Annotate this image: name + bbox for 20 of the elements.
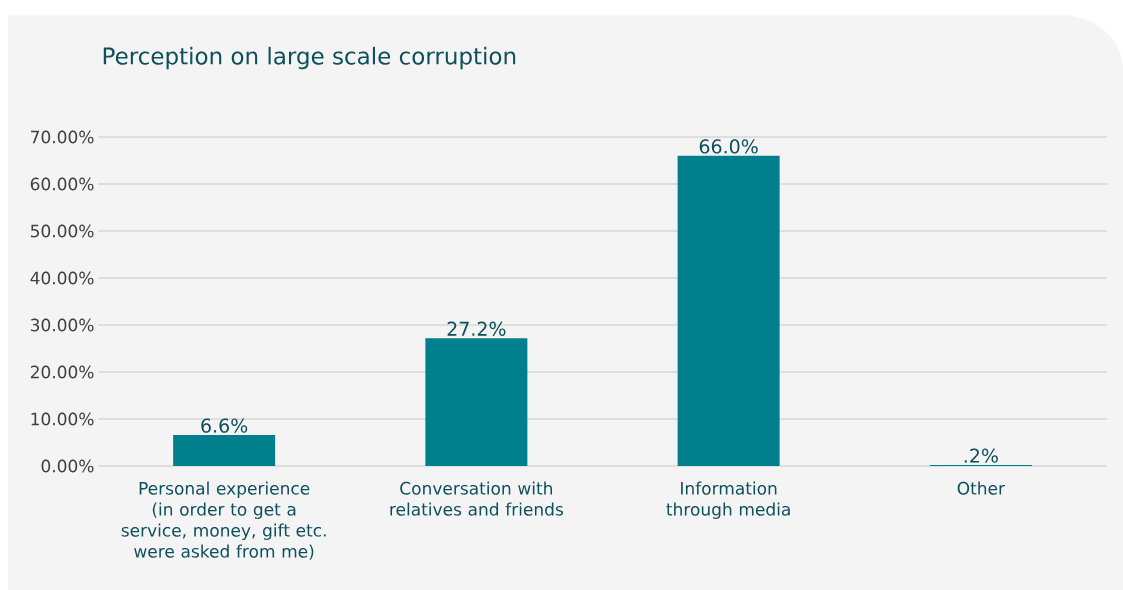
data-label: 66.0% — [699, 139, 758, 154]
bar — [173, 434, 276, 466]
y-tick-label: 40.00% — [30, 271, 94, 285]
data-label: 6.6% — [201, 418, 248, 433]
x-tick-label: Other — [957, 481, 1005, 495]
x-tick-label: Personal experience (in order to get a service, money, gift etc. were asked from me) — [121, 481, 326, 560]
y-tick-label: 70.00% — [31, 130, 94, 144]
x-tick-label: Information through media — [666, 481, 790, 519]
y-tick-label: 30.00% — [30, 318, 94, 332]
chart-title: Perception on large scale corruption — [103, 46, 516, 70]
y-tick-label: 50.00% — [30, 224, 94, 238]
data-label: 27.2% — [447, 321, 506, 336]
bar — [425, 338, 528, 466]
bar — [677, 155, 780, 466]
data-label: .2% — [964, 448, 998, 463]
y-tick-label: 60.00% — [30, 177, 94, 191]
y-tick-label: 0.00% — [41, 459, 94, 473]
x-tick-label: Conversation with relatives and friends — [390, 481, 563, 516]
y-tick-label: 20.00% — [30, 365, 94, 379]
y-tick-label: 10.00% — [31, 412, 94, 426]
